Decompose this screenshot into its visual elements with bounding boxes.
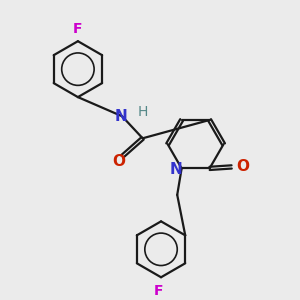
Text: F: F — [73, 22, 83, 36]
Text: O: O — [112, 154, 126, 169]
Text: N: N — [169, 162, 182, 177]
Text: H: H — [137, 105, 148, 119]
Text: N: N — [115, 109, 128, 124]
Text: O: O — [236, 159, 249, 174]
Text: F: F — [154, 284, 164, 298]
